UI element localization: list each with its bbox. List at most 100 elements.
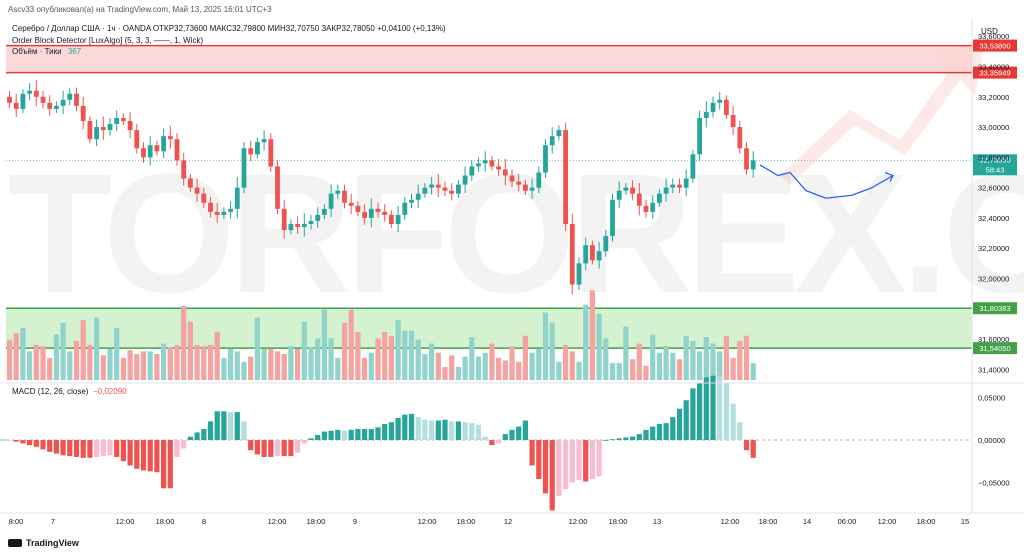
volume-bar bbox=[630, 359, 636, 380]
candle-body bbox=[523, 184, 528, 191]
volume-bar bbox=[697, 351, 703, 380]
candle-body bbox=[476, 163, 481, 167]
watermark: TORFOREX.COM bbox=[8, 40, 1024, 329]
macd-bar bbox=[750, 440, 756, 458]
volume-bar bbox=[750, 363, 756, 380]
volume-bar bbox=[636, 343, 642, 380]
candlesticks[interactable] bbox=[7, 80, 756, 295]
macd-bar bbox=[348, 429, 354, 441]
macd-bar bbox=[187, 436, 193, 441]
macd-bar bbox=[516, 426, 522, 441]
volume-bar bbox=[516, 361, 522, 380]
time-tick-label: 18:00 bbox=[156, 517, 175, 526]
volume-bar bbox=[100, 355, 106, 380]
candle-body bbox=[429, 184, 434, 188]
price-tick-label: 31,60000 bbox=[978, 335, 1009, 344]
time-tick-label: 13 bbox=[653, 517, 661, 526]
volume-bar bbox=[114, 328, 120, 380]
candle-body bbox=[315, 214, 321, 221]
tradingview-logo[interactable]: TradingView bbox=[8, 538, 79, 548]
time-tick-label: 12:00 bbox=[721, 517, 740, 526]
volume-bar bbox=[589, 290, 595, 380]
candle-body bbox=[449, 190, 455, 194]
volume-bar bbox=[703, 337, 709, 380]
macd-bar bbox=[717, 376, 723, 441]
macd-bar bbox=[261, 440, 267, 457]
zone-price-tag bbox=[973, 342, 1017, 355]
candle-body bbox=[469, 166, 475, 176]
candle-body bbox=[422, 187, 428, 194]
time-tick-label: 18:00 bbox=[307, 517, 326, 526]
countdown-label: 58:43 bbox=[986, 165, 1005, 174]
volume-bar bbox=[368, 352, 374, 380]
candle-body bbox=[462, 175, 468, 185]
macd-bar bbox=[442, 419, 448, 441]
macd-bar bbox=[254, 440, 260, 455]
bullish-order-block-fill bbox=[6, 308, 972, 349]
macd-bar bbox=[375, 427, 381, 441]
macd-bar bbox=[288, 440, 294, 457]
candle-body bbox=[7, 96, 12, 103]
volume-bar bbox=[6, 339, 13, 380]
volume-bar bbox=[154, 354, 160, 380]
macd-bar bbox=[435, 420, 441, 441]
volume-bar bbox=[221, 357, 227, 380]
candle-body bbox=[529, 187, 535, 191]
macd-bar bbox=[743, 440, 750, 451]
macd-bar bbox=[114, 440, 120, 457]
candle-body bbox=[322, 208, 327, 215]
volume-bar bbox=[87, 344, 93, 380]
macd-bar bbox=[690, 388, 696, 441]
candle-body bbox=[697, 117, 702, 155]
time-tick-label: 12:00 bbox=[878, 517, 897, 526]
macd-bar bbox=[502, 434, 508, 441]
macd-bar bbox=[583, 440, 589, 482]
macd-histogram[interactable]: MACD (12, 26, close) −0,02090 0,05000 0,000… bbox=[0, 375, 1010, 511]
price-tick-label: 32,20000 bbox=[978, 244, 1009, 253]
macd-tick-label: 0,00000 bbox=[978, 436, 1005, 445]
macd-bar bbox=[134, 440, 140, 469]
candle-body bbox=[342, 190, 347, 203]
macd-bar bbox=[730, 403, 736, 441]
volume-bar bbox=[395, 320, 401, 380]
volume-bar bbox=[73, 341, 80, 380]
volume-bar bbox=[301, 321, 307, 380]
macd-bar bbox=[27, 440, 33, 446]
volume-bar bbox=[120, 357, 126, 380]
macd-tick-label: 0,05000 bbox=[978, 394, 1005, 403]
volume-bar bbox=[609, 363, 616, 380]
volume-bar bbox=[455, 367, 461, 380]
candle-body bbox=[214, 211, 220, 215]
macd-bar bbox=[341, 430, 348, 441]
macd-bar bbox=[362, 429, 368, 441]
macd-bar bbox=[489, 440, 495, 446]
candle-body bbox=[308, 220, 314, 224]
volume-bar bbox=[53, 334, 59, 380]
macd-bar bbox=[449, 421, 455, 441]
candle-body bbox=[409, 199, 414, 203]
candle-body bbox=[643, 205, 649, 212]
volume-bar bbox=[261, 348, 267, 380]
volume-bar bbox=[723, 335, 729, 380]
time-tick-label: 06:00 bbox=[838, 517, 857, 526]
candle-body bbox=[616, 190, 622, 200]
candle-body bbox=[208, 202, 213, 212]
candle-body bbox=[730, 114, 736, 128]
currency-label[interactable]: USD bbox=[981, 27, 998, 36]
indicator-line[interactable]: Order Block Detector [LuxAlgo] (5, 3, 3,… bbox=[12, 36, 204, 45]
macd-bar bbox=[40, 440, 46, 450]
candle-body bbox=[482, 160, 488, 164]
candle-body bbox=[174, 139, 180, 161]
time-tick-label: 18:00 bbox=[609, 517, 628, 526]
volume-bar bbox=[408, 330, 415, 380]
candle-body bbox=[161, 136, 166, 152]
symbol-line[interactable]: Серебро / Доллар США · 1ч · OANDA ОТКР32… bbox=[12, 24, 446, 33]
macd-bar bbox=[482, 436, 488, 441]
time-tick-label: 8 bbox=[202, 517, 206, 526]
candle-body bbox=[355, 205, 361, 212]
volume-bar bbox=[737, 341, 743, 380]
candle-body bbox=[87, 120, 93, 140]
volume-legend[interactable]: Объём · Тики 367 bbox=[12, 47, 81, 57]
candle-body bbox=[516, 181, 522, 185]
